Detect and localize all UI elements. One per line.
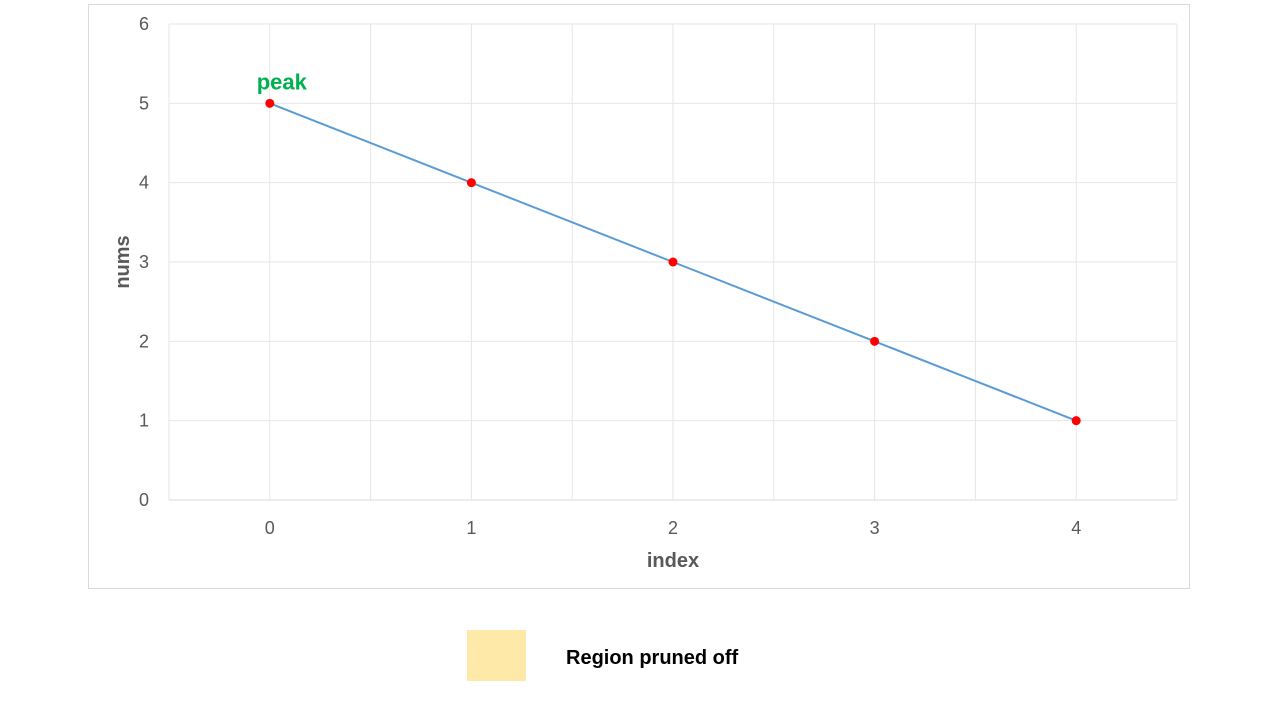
legend-swatch (467, 630, 526, 681)
peak-annotation: peak (257, 69, 308, 94)
y-axis-title: nums (112, 235, 134, 288)
x-tick-label: 4 (1071, 518, 1081, 538)
legend-label: Region pruned off (566, 647, 739, 669)
y-tick-label: 4 (139, 173, 149, 193)
data-point (668, 257, 678, 267)
y-tick-label: 2 (139, 331, 149, 351)
data-point (1071, 416, 1081, 426)
data-point (265, 98, 275, 108)
chart-frame: 0 1 2 3 4 5 6 0 1 2 3 4 index nums peak (88, 4, 1190, 589)
y-tick-label: 0 (139, 490, 149, 510)
x-tick-label: 0 (265, 518, 275, 538)
x-tick-label: 3 (870, 518, 880, 538)
y-tick-label: 3 (139, 252, 149, 272)
x-axis-title: index (647, 550, 699, 572)
x-tick-label: 2 (668, 518, 678, 538)
data-point (870, 336, 880, 346)
data-point (466, 178, 476, 188)
y-tick-label: 6 (139, 14, 149, 34)
y-tick-label: 1 (139, 411, 149, 431)
line-chart: 0 1 2 3 4 5 6 0 1 2 3 4 index nums peak (112, 14, 1178, 572)
y-tick-label: 5 (139, 93, 149, 113)
x-tick-label: 1 (466, 518, 476, 538)
